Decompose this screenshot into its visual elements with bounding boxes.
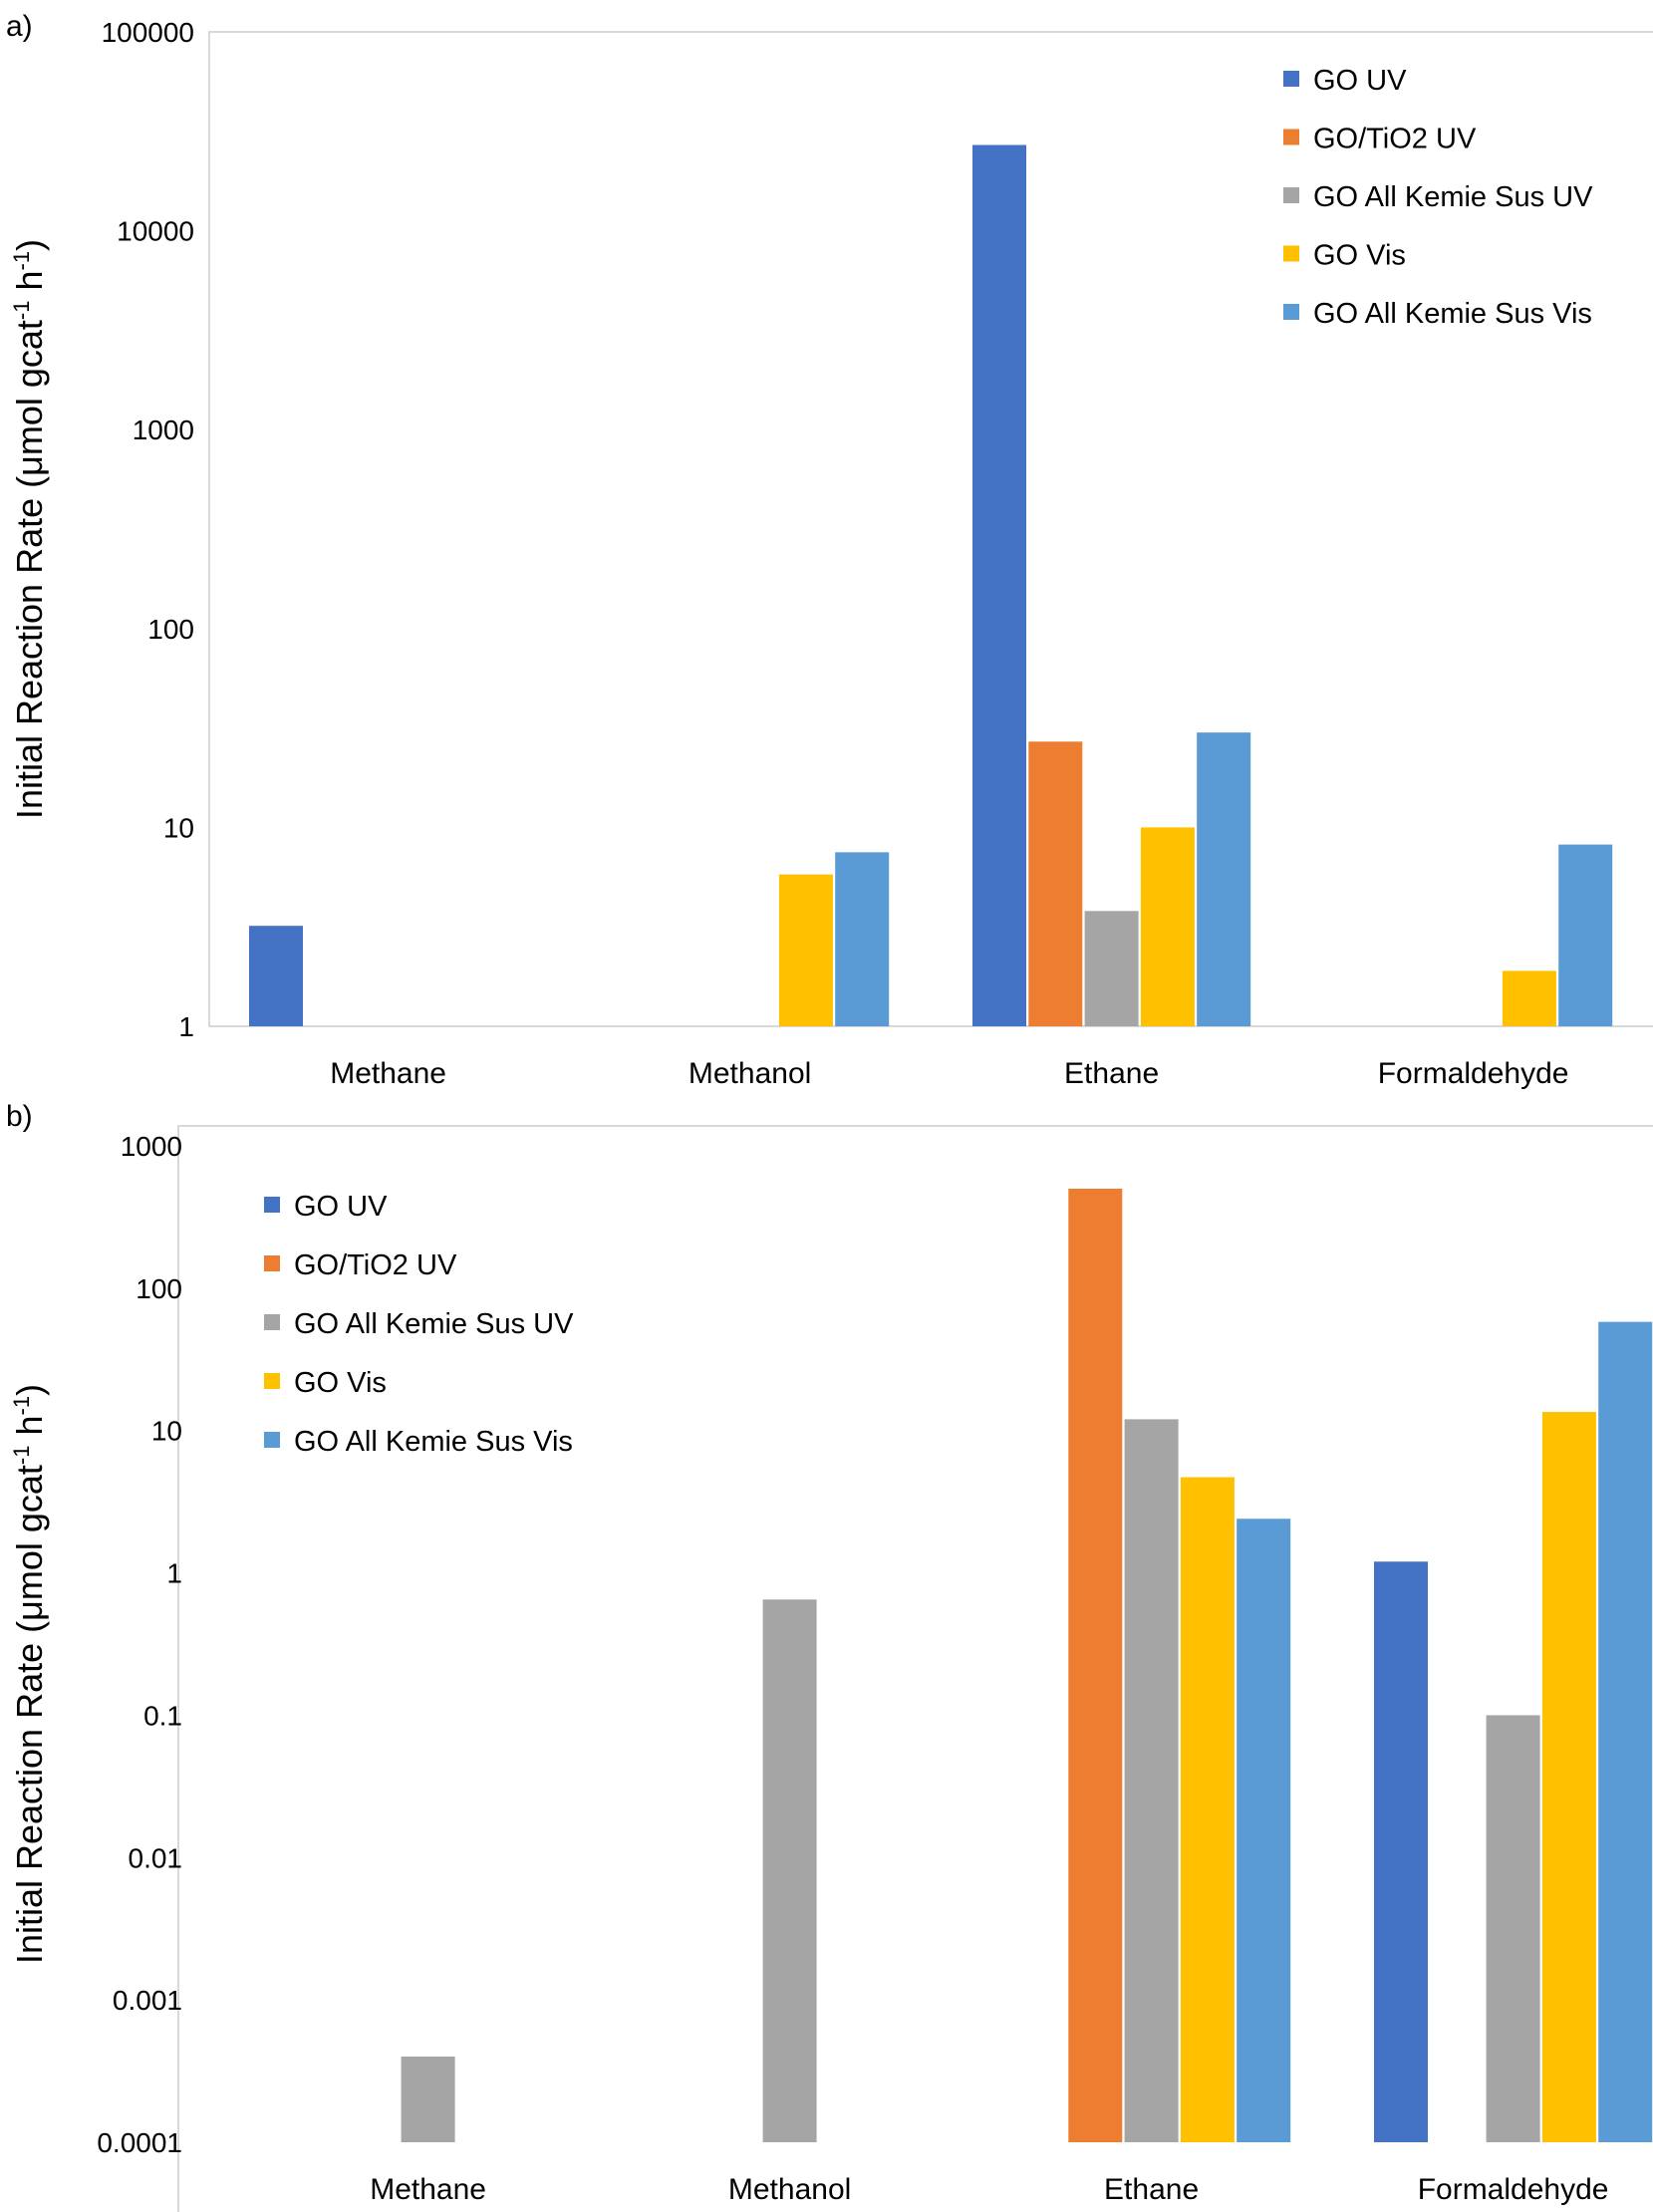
bar-go-all-kemie-sus-vis-formaldehyde bbox=[1558, 844, 1613, 1026]
bar-go-all-kemie-sus-vis-methanol bbox=[835, 852, 890, 1026]
y-tick-label: 100 bbox=[147, 614, 194, 645]
y-tick-label: 0.01 bbox=[129, 1842, 183, 1873]
panel-b-plot-area bbox=[177, 1125, 1653, 2212]
panel-a-plot-area bbox=[208, 31, 1653, 1027]
panel-a-y-ticks: 1 10 100 1000 10000 100000 bbox=[102, 17, 194, 1042]
y-tick-label: 1 bbox=[178, 1011, 194, 1042]
legend-swatch bbox=[264, 1432, 280, 1448]
bar-go-all-kemie-sus-uv-ethane bbox=[1084, 911, 1139, 1026]
panel-b-bars bbox=[401, 1189, 1653, 2142]
bar-go-tio2-uv-ethane bbox=[1028, 741, 1083, 1026]
bar-go-uv-methane bbox=[249, 926, 303, 1026]
legend-label: GO All Kemie Sus UV bbox=[1313, 181, 1593, 213]
x-category-label: Formaldehyde bbox=[1418, 2173, 1609, 2206]
bar-go-vis-ethane bbox=[1180, 1477, 1235, 2142]
bar-go-all-kemie-sus-uv-methane bbox=[401, 2056, 455, 2142]
legend-label: GO All Kemie Sus Vis bbox=[1313, 298, 1592, 330]
legend-swatch bbox=[264, 1373, 280, 1389]
bar-go-all-kemie-sus-uv-formaldehyde bbox=[1486, 1715, 1540, 2142]
bar-go-vis-formaldehyde bbox=[1502, 970, 1556, 1026]
panel-a-categories: Methane Methanol Ethane Formaldehyde bbox=[330, 1057, 1568, 1090]
y-tick-label: 100000 bbox=[102, 17, 194, 48]
panel-a-legend: GO UV GO/TiO2 UV GO All Kemie Sus UV GO Vis… bbox=[1283, 65, 1593, 330]
bar-go-all-kemie-sus-uv-ethane bbox=[1124, 1419, 1179, 2142]
panel-b-legend: GO UV GO/TiO2 UV GO All Kemie Sus UV GO Vis… bbox=[264, 1191, 574, 1458]
x-category-label: Formaldehyde bbox=[1378, 1057, 1569, 1090]
bar-go-all-kemie-sus-vis-formaldehyde bbox=[1598, 1321, 1653, 2142]
legend-label: GO All Kemie Sus UV bbox=[294, 1308, 574, 1340]
y-tick-label: 10000 bbox=[117, 216, 194, 247]
y-tick-label: 0.1 bbox=[143, 1700, 182, 1731]
panel-a-label: a) bbox=[6, 10, 33, 43]
bar-go-uv-formaldehyde bbox=[1374, 1561, 1428, 2142]
y-tick-label: 100 bbox=[136, 1273, 182, 1304]
y-tick-label: 10 bbox=[163, 812, 194, 843]
x-category-label: Methanol bbox=[689, 1057, 811, 1090]
legend-label: GO Vis bbox=[1313, 240, 1406, 272]
bar-go-vis-formaldehyde bbox=[1541, 1412, 1596, 2142]
x-category-label: Methanol bbox=[728, 2173, 851, 2206]
y-tick-label: 1 bbox=[166, 1558, 182, 1589]
legend-label: GO All Kemie Sus Vis bbox=[294, 1426, 573, 1458]
x-category-label: Ethane bbox=[1064, 1057, 1159, 1090]
bar-go-all-kemie-sus-vis-ethane bbox=[1197, 732, 1251, 1026]
legend-swatch bbox=[264, 1255, 280, 1271]
panel-b-label: b) bbox=[6, 1100, 33, 1133]
x-category-label: Methane bbox=[370, 2173, 486, 2206]
x-category-label: Methane bbox=[330, 1057, 446, 1090]
bar-go-tio2-uv-ethane bbox=[1068, 1189, 1123, 2142]
legend-label: GO/TiO2 UV bbox=[1313, 124, 1477, 155]
panel-a-y-axis-label: Initial Reaction Rate (μmol gcat-1 h-1) bbox=[9, 239, 50, 819]
y-tick-label: 1000 bbox=[121, 1131, 182, 1162]
legend-swatch bbox=[264, 1197, 280, 1213]
legend-label: GO UV bbox=[294, 1191, 388, 1223]
x-category-label: Ethane bbox=[1104, 2173, 1199, 2206]
panel-b-y-axis-label: Initial Reaction Rate (μmol gcat-1 h-1) bbox=[9, 1384, 50, 1964]
legend-swatch bbox=[1283, 245, 1299, 262]
bar-go-uv-ethane bbox=[972, 144, 1026, 1027]
y-tick-label: 0.0001 bbox=[97, 2127, 182, 2158]
y-tick-label: 1000 bbox=[133, 415, 194, 445]
panel-a-bars bbox=[249, 144, 1613, 1027]
legend-swatch bbox=[1283, 187, 1299, 203]
legend-label: GO UV bbox=[1313, 65, 1407, 97]
bar-go-all-kemie-sus-vis-ethane bbox=[1237, 1519, 1291, 2142]
y-tick-label: 0.001 bbox=[113, 1985, 182, 2016]
legend-swatch bbox=[1283, 71, 1299, 87]
legend-swatch bbox=[264, 1314, 280, 1330]
bar-go-all-kemie-sus-uv-methanol bbox=[762, 1599, 817, 2142]
legend-label: GO Vis bbox=[294, 1367, 387, 1399]
panel-b-categories: Methane Methanol Ethane Formaldehyde bbox=[370, 2173, 1608, 2206]
legend-swatch bbox=[1283, 304, 1299, 320]
panel-b-y-ticks: 0.0001 0.001 0.01 0.1 1 10 100 1000 bbox=[97, 1131, 182, 2158]
bar-go-vis-ethane bbox=[1140, 827, 1195, 1026]
legend-label: GO/TiO2 UV bbox=[294, 1249, 457, 1281]
bar-go-vis-methanol bbox=[778, 874, 833, 1026]
y-tick-label: 10 bbox=[151, 1416, 182, 1447]
legend-swatch bbox=[1283, 129, 1299, 145]
panel-a: a) 1 10 100 1000 10000 100000 Methane Methanol… bbox=[6, 10, 1653, 1090]
